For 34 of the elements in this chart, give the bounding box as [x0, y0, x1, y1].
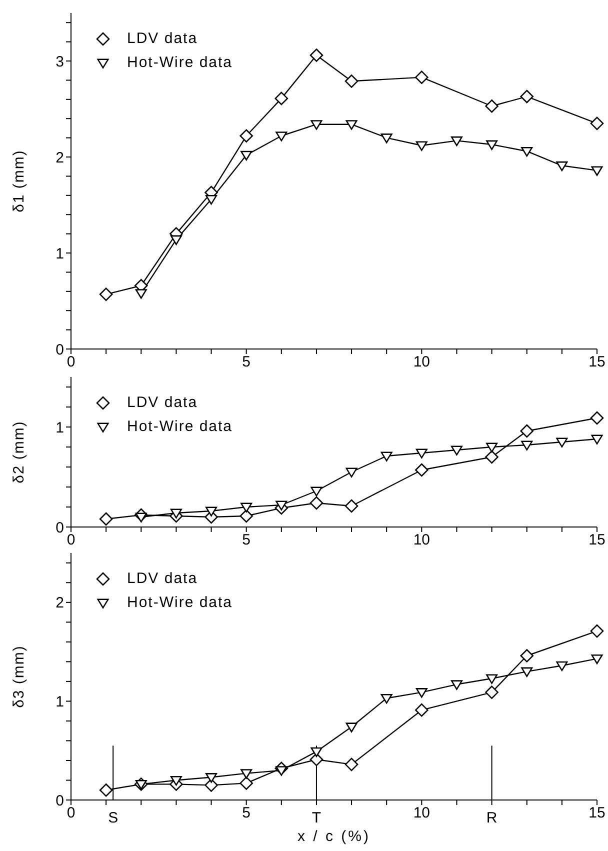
y-axis-title: δ2 (mm): [10, 420, 28, 484]
ref-line-label: T: [312, 810, 322, 827]
y-axis-title: δ1 (mm): [10, 150, 28, 212]
x-axis-title: x / c (%): [298, 828, 370, 845]
legend-label: Hot-Wire data: [127, 53, 233, 73]
x-tick-label: 10: [413, 804, 430, 822]
x-tick-label: 10: [413, 532, 430, 549]
x-tick-label: 15: [588, 354, 606, 371]
legend-label: LDV data: [127, 393, 198, 413]
x-tick-label: 0: [66, 532, 76, 549]
x-tick-label: 0: [66, 804, 76, 822]
x-tick-label: 5: [242, 804, 251, 822]
x-tick-label: 5: [242, 354, 251, 371]
x-tick-label: 15: [588, 804, 606, 822]
y-tick-label: 2: [56, 149, 64, 166]
y-tick-label: 3: [56, 53, 64, 70]
x-tick-label: 15: [588, 532, 606, 549]
legend-label: Hot-Wire data: [127, 593, 233, 613]
ref-line-label: S: [108, 810, 118, 827]
legend-label: LDV data: [127, 29, 198, 49]
y-tick-label: 0: [56, 519, 64, 536]
y-tick-label: 2: [56, 594, 64, 612]
y-tick-label: 1: [56, 245, 64, 262]
y-tick-label: 0: [56, 792, 64, 810]
x-tick-label: 10: [413, 354, 430, 371]
x-tick-label: 5: [242, 532, 251, 549]
legend-label: LDV data: [127, 569, 198, 589]
y-tick-label: 1: [56, 419, 64, 436]
x-tick-label: 0: [66, 354, 76, 371]
legend-label: Hot-Wire data: [127, 417, 233, 437]
y-axis-title: δ3 (mm): [10, 645, 28, 708]
y-tick-label: 1: [56, 694, 64, 711]
ref-line-label: R: [486, 810, 498, 827]
y-tick-label: 0: [56, 341, 64, 358]
